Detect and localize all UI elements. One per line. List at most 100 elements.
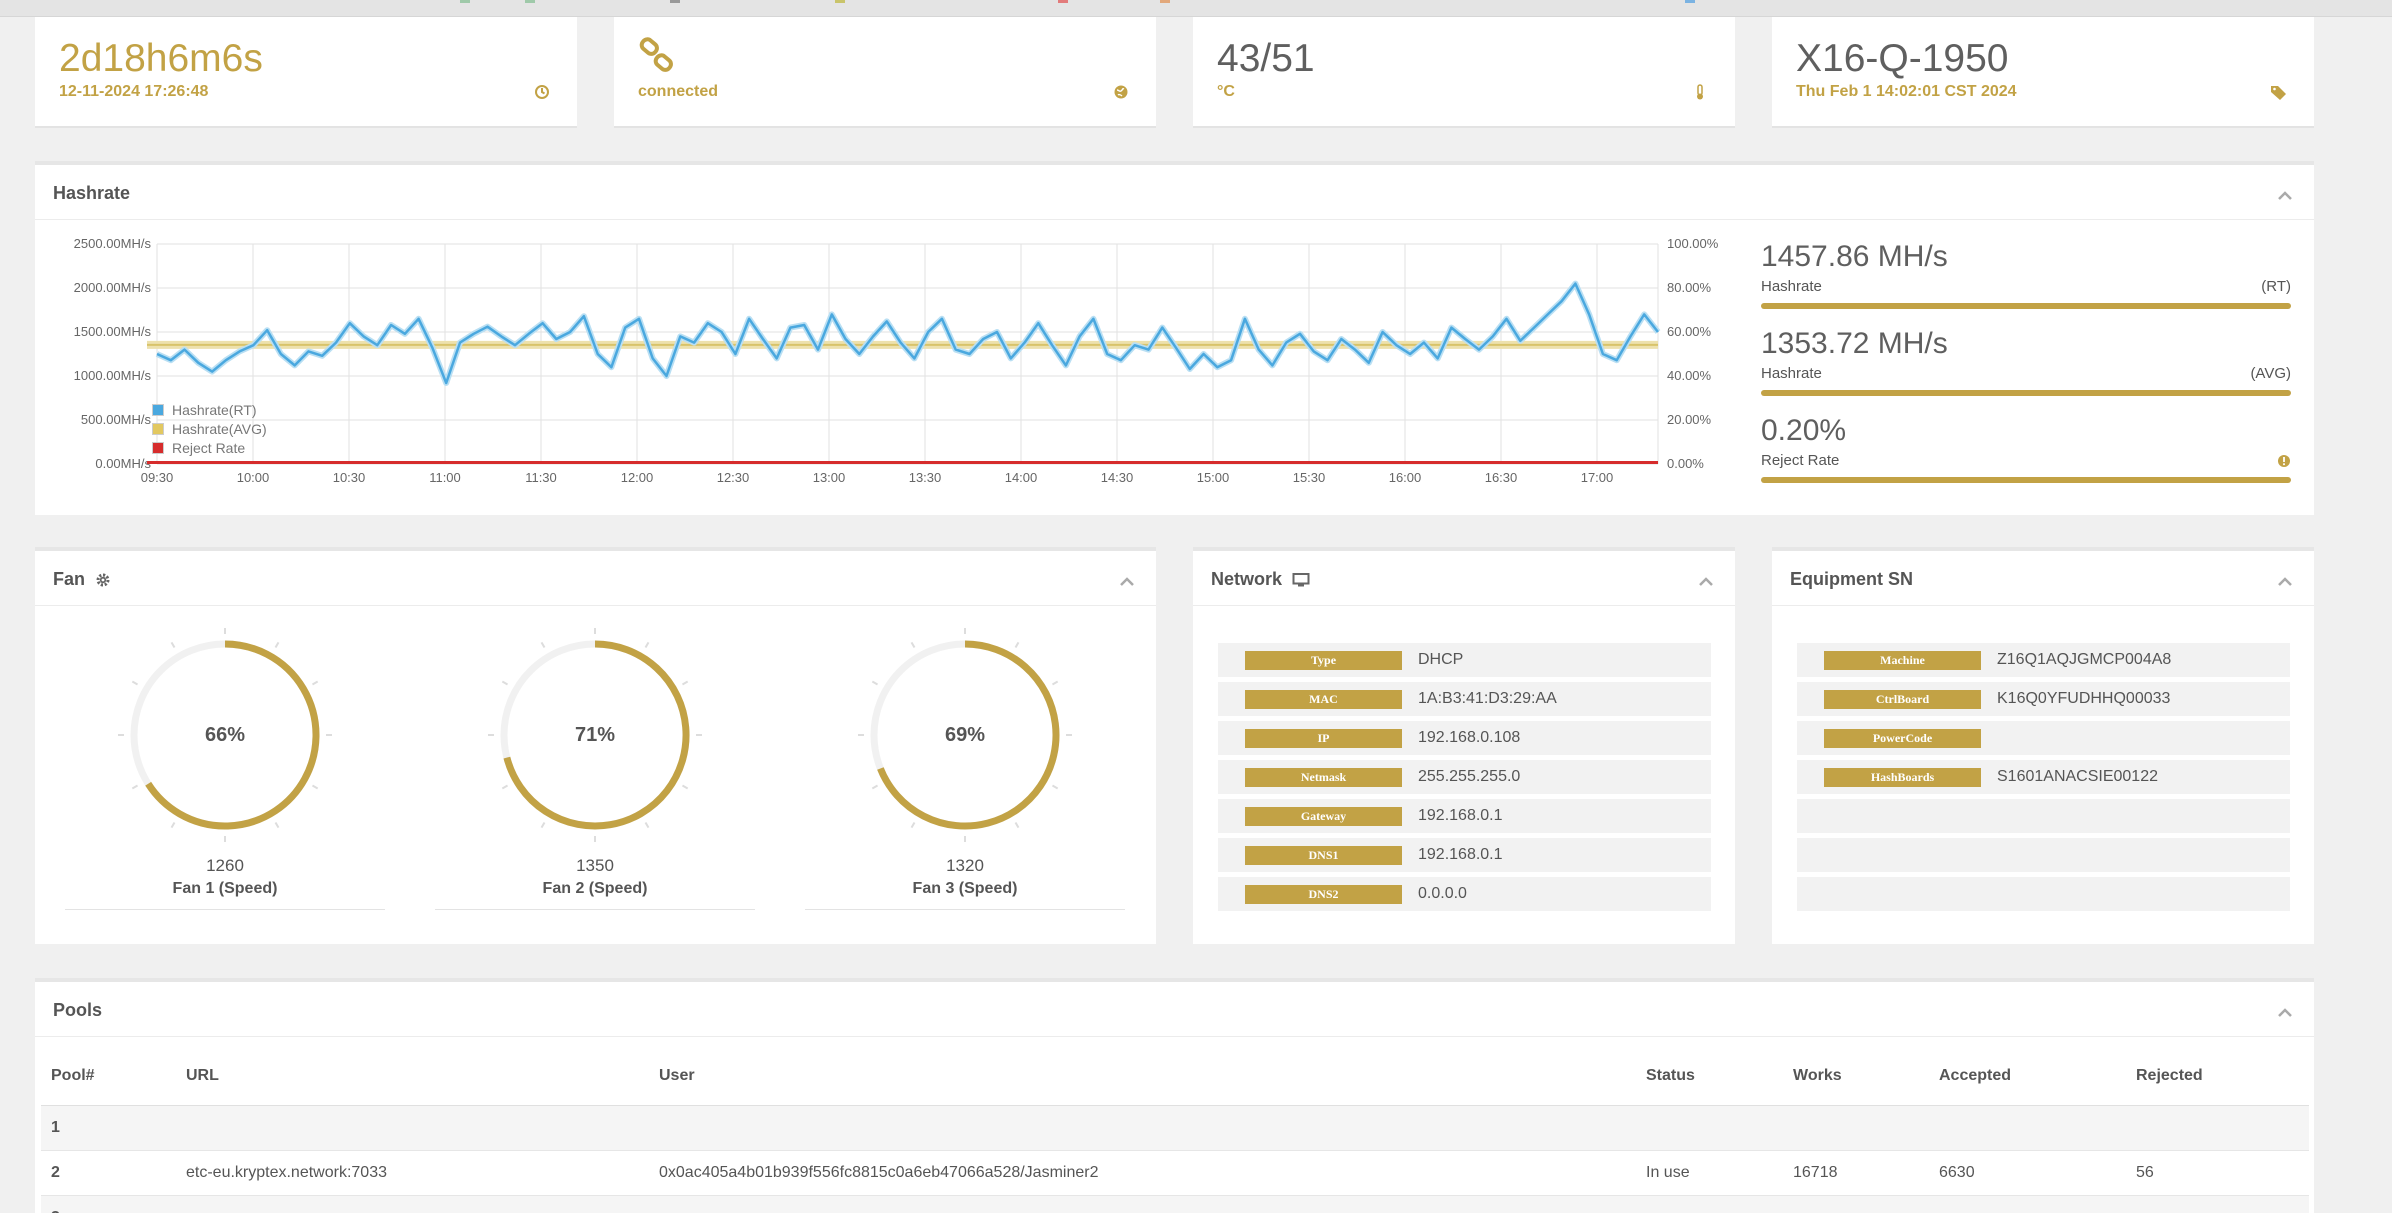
y2-tick-label: 80.00% [1667,280,1712,295]
monitor-icon [1292,572,1310,586]
collapse-network-button[interactable] [1697,575,1715,587]
top-nav-strip [0,0,2392,17]
pools-cell [1783,1195,1929,1213]
model-name: X16-Q-1950 [1796,37,2009,80]
y2-tick-label: 40.00% [1667,368,1712,383]
equipment-key: PowerCode [1824,729,1981,748]
x-tick-label: 15:00 [1197,470,1230,485]
uptime-card: 2d18h6m6s 12-11-2024 17:26:48 [35,17,577,128]
uptime-value: 2d18h6m6s [59,37,263,80]
gauge-arc [503,640,690,830]
y2-tick-label: 100.00% [1667,236,1719,251]
network-value: 192.168.0.108 [1418,729,1521,746]
collapse-hashrate-button[interactable] [2276,189,2294,201]
legend-rt[interactable]: Hashrate(RT) [152,400,267,419]
y-tick-label: 1500.00MH/s [74,324,152,339]
table-row[interactable]: 1 [41,1105,2309,1151]
fan-2: 71% 1350 Fan 2 (Speed) [435,615,755,910]
pools-cell [1929,1195,2126,1213]
legend-avg[interactable]: Hashrate(AVG) [152,419,267,438]
firmware-date: Thu Feb 1 14:02:01 CST 2024 [1796,83,2017,100]
network-row: Type DHCP [1218,643,1711,677]
x-tick-label: 12:00 [621,470,654,485]
hashrate-avg-metric: 1353.72 MH/s Hashrate (AVG) [1761,327,2291,396]
equipment-key: HashBoards [1824,768,1981,787]
network-key: Type [1245,651,1402,670]
reject-rate-label: Reject Rate [1761,452,1840,469]
connection-card: connected [614,17,1156,128]
network-key: MAC [1245,690,1402,709]
legend-reject-swatch [152,441,164,454]
fan-1-label: Fan 1 (Speed) [172,880,278,897]
equipment-row [1797,799,2290,833]
network-row: IP 192.168.0.108 [1218,721,1711,755]
clock-icon [535,85,549,99]
equipment-title: Equipment SN [1790,569,1914,589]
fan-3-percent: 69% [945,724,985,746]
fan-3-gauge: 69% [858,628,1072,842]
equipment-row: PowerCode [1797,721,2290,755]
reject-rate-value: 0.20% [1761,414,1847,447]
pools-cell [649,1105,1636,1151]
info-icon[interactable] [2277,454,2291,468]
network-value: DHCP [1418,651,1464,668]
hashrate-rt-tag: (RT) [2261,278,2291,295]
fan-2-rpm: 1350 [576,856,614,875]
x-tick-label: 10:00 [237,470,270,485]
hashrate-avg-bar [1761,390,2291,396]
hashrate-avg-value: 1353.72 MH/s [1761,327,1948,360]
gear-icon[interactable] [95,572,111,588]
legend-rt-swatch [152,403,164,416]
equipment-row: HashBoards S1601ANACSIE00122 [1797,760,2290,794]
network-key: DNS2 [1245,885,1402,904]
fan-1-rpm: 1260 [206,856,244,875]
network-key: Netmask [1245,768,1402,787]
network-value: 192.168.0.1 [1418,846,1503,863]
collapse-equipment-button[interactable] [2276,575,2294,587]
gauge-arc [145,640,320,830]
table-row[interactable]: 2 etc-eu.kryptex.network:7033 0x0ac405a4b0… [41,1150,2309,1196]
network-row: MAC 1A:B3:41:D3:29:AA [1218,682,1711,716]
equipment-row [1797,838,2290,872]
fan-2-label: Fan 2 (Speed) [542,880,648,897]
hashrate-rt-value: 1457.86 MH/s [1761,240,1948,273]
x-tick-label: 12:30 [717,470,750,485]
pools-column-header[interactable]: Rejected [2126,1048,2309,1106]
y-tick-label: 1000.00MH/s [74,368,152,383]
equipment-value: Z16Q1AQJGMCP004A8 [1997,651,2172,668]
collapse-fan-button[interactable] [1118,575,1136,587]
collapse-pools-button[interactable] [2276,1006,2294,1018]
pools-cell: 6630 [1929,1150,2126,1196]
x-tick-label: 14:00 [1005,470,1038,485]
x-tick-label: 15:30 [1293,470,1326,485]
equipment-row [1797,877,2290,911]
x-tick-label: 11:00 [429,470,461,485]
pools-cell [1929,1105,2126,1151]
reject-rate-bar [1761,477,2291,483]
network-value: 1A:B3:41:D3:29:AA [1418,690,1557,707]
fan-1-gauge: 66% [118,628,332,842]
pools-column-header[interactable]: Works [1783,1048,1929,1106]
x-tick-label: 13:00 [813,470,846,485]
pools-column-header[interactable]: User [649,1048,1636,1106]
series-hashrate-rt-shadow [155,280,1661,386]
fan-title: Fan [53,569,86,589]
y-tick-label: 2500.00MH/s [74,236,152,251]
pools-column-header[interactable]: Pool# [41,1048,176,1106]
fan-3-label: Fan 3 (Speed) [912,880,1018,897]
gauge-arc [877,640,1060,830]
temperature-card: 43/51 °C [1193,17,1735,128]
pools-cell [1783,1105,1929,1151]
pools-column-header[interactable]: URL [176,1048,649,1106]
equipment-value: S1601ANACSIE00122 [1997,768,2158,785]
chart-legend: Hashrate(RT) Hashrate(AVG) Reject Rate [152,400,267,457]
globe-icon [1114,85,1128,99]
reject-rate-metric: 0.20% Reject Rate [1761,414,2291,483]
pools-column-header[interactable]: Accepted [1929,1048,2126,1106]
table-row[interactable]: 3 [41,1195,2309,1213]
pools-cell: 1 [41,1105,176,1151]
pools-column-header[interactable]: Status [1636,1048,1783,1106]
x-tick-label: 09:30 [141,470,174,485]
y2-tick-label: 20.00% [1667,412,1712,427]
legend-reject[interactable]: Reject Rate [152,438,267,457]
